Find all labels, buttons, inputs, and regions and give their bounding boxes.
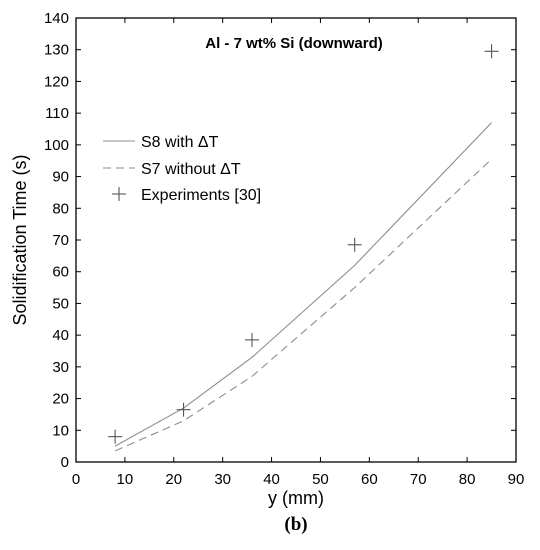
x-tick-label: 10	[117, 471, 134, 488]
x-tick-label: 30	[214, 471, 231, 488]
y-tick-label: 20	[52, 391, 69, 408]
x-tick-label: 70	[410, 471, 427, 488]
legend-label: S7 without ΔT	[141, 161, 241, 178]
series-line-s7	[114, 158, 492, 452]
experiment-point	[245, 332, 259, 347]
y-tick-label: 0	[61, 454, 69, 471]
x-tick-label: 80	[459, 471, 476, 488]
chart-title: Al - 7 wt% Si (downward)	[205, 35, 383, 52]
y-axis-title: Solidification Time (s)	[10, 154, 30, 325]
legend-marker-experiments	[112, 187, 126, 201]
y-tick-label: 70	[52, 232, 69, 249]
x-tick-label: 90	[508, 471, 525, 488]
plot-frame	[75, 17, 517, 463]
y-tick-label: 30	[52, 359, 69, 376]
x-tick-label: 50	[312, 471, 329, 488]
experiment-point	[176, 402, 191, 417]
y-tick-label: 80	[52, 200, 69, 217]
y-tick-label: 120	[44, 73, 69, 90]
series-layer	[108, 44, 499, 452]
x-axis-title: y (mm)	[268, 488, 324, 508]
y-tick-label: 140	[44, 10, 69, 27]
x-tick-label: 0	[72, 471, 80, 488]
y-tick-label: 100	[44, 137, 69, 154]
y-tick-label: 10	[52, 422, 69, 439]
legend-label: Experiments [30]	[141, 187, 261, 204]
panel-label: (b)	[284, 514, 307, 535]
legend: S8 with ΔT S7 without ΔT Experiments [30]	[103, 134, 261, 204]
y-tick-label: 50	[52, 295, 69, 312]
y-tick-label: 130	[44, 42, 69, 59]
x-tick-label: 20	[165, 471, 182, 488]
y-tick-label: 40	[52, 327, 69, 344]
y-tick-label: 90	[52, 169, 69, 186]
x-tick-label: 40	[263, 471, 280, 488]
y-tick-label: 60	[52, 264, 69, 281]
axis-ticks: 0 10 20 30 40 50 60 70 80 90 0 10 20 30 40 50 60 70 80 90 10…	[44, 10, 524, 488]
x-tick-label: 60	[361, 471, 378, 488]
experiment-point	[108, 429, 123, 444]
y-tick-label: 110	[45, 105, 69, 122]
experiment-point	[484, 44, 499, 59]
experiment-point	[347, 237, 362, 252]
legend-label: S8 with ΔT	[141, 134, 219, 151]
series-line-s8	[114, 122, 492, 447]
